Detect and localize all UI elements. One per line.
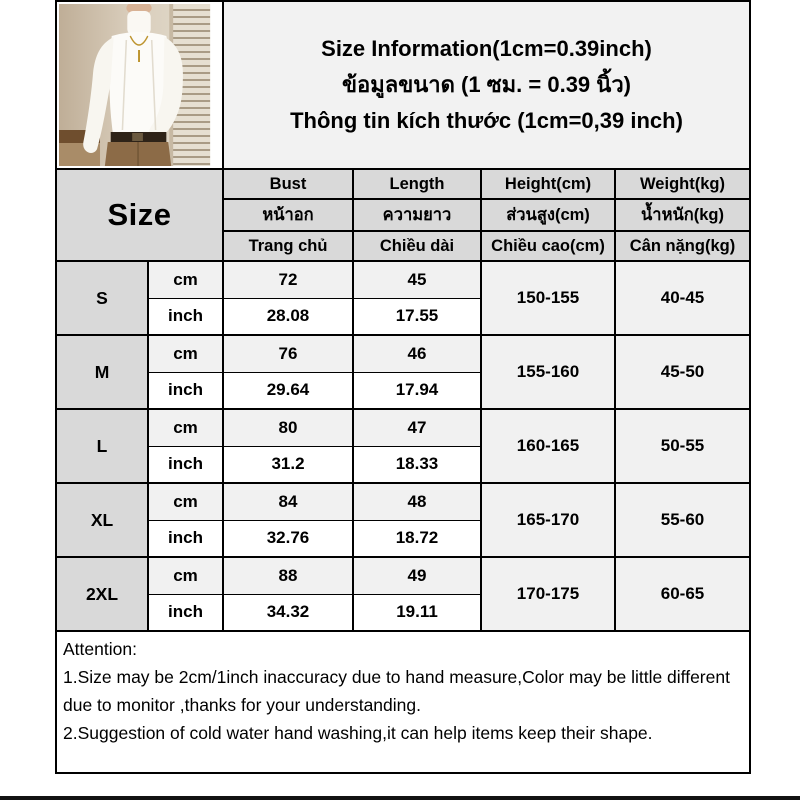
weight-value: 55-60	[614, 482, 751, 558]
col-header-bust-en: Bust	[222, 168, 354, 200]
table-row: L cm 80 47 160-165 50-55	[55, 408, 751, 484]
attention-note-2: 2.Suggestion of cold water hand washing,…	[63, 723, 653, 743]
size-label-2xl: 2XL	[55, 556, 149, 632]
height-value: 170-175	[480, 556, 616, 632]
length-inch-value: 17.94	[352, 371, 482, 410]
table-row: XL cm 84 48 165-170 55-60	[55, 482, 751, 558]
unit-label-cm: cm	[147, 482, 224, 521]
bust-cm-value: 76	[222, 334, 354, 373]
table-row: 2XL cm 88 49 170-175 60-65	[55, 556, 751, 632]
product-photo	[55, 0, 224, 170]
title-line-en: Size Information(1cm=0.39inch)	[321, 36, 652, 61]
unit-label-cm: cm	[147, 408, 224, 447]
length-cm-value: 45	[352, 260, 482, 299]
col-header-length-th: ความยาว	[352, 198, 482, 232]
table-row: S cm 72 45 150-155 40-45	[55, 260, 751, 336]
length-inch-value: 18.72	[352, 519, 482, 558]
bust-inch-value: 34.32	[222, 593, 354, 632]
unit-label-cm: cm	[147, 260, 224, 299]
col-header-weight-vi: Cân nặng(kg)	[614, 230, 751, 262]
length-inch-value: 18.33	[352, 445, 482, 484]
title-line-th: ข้อมูลขนาด (1 ซม. = 0.39 นิ้ว)	[341, 72, 631, 97]
height-value: 155-160	[480, 334, 616, 410]
height-value: 150-155	[480, 260, 616, 336]
attention-note-1: 1.Size may be 2cm/1inch inaccuracy due t…	[63, 667, 730, 715]
col-header-height-en: Height(cm)	[480, 168, 616, 200]
size-label-l: L	[55, 408, 149, 484]
col-header-weight-en: Weight(kg)	[614, 168, 751, 200]
bust-cm-value: 80	[222, 408, 354, 447]
size-table: Size Information(1cm=0.39inch) ข้อมูลขนา…	[55, 0, 751, 774]
bust-inch-value: 31.2	[222, 445, 354, 484]
col-header-bust-vi: Trang chủ	[222, 230, 354, 262]
bust-cm-value: 72	[222, 260, 354, 299]
col-header-length-en: Length	[352, 168, 482, 200]
table-row: inch 34.32 19.11	[56, 593, 750, 632]
weight-value: 45-50	[614, 334, 751, 410]
size-label-s: S	[55, 260, 149, 336]
unit-label-inch: inch	[147, 593, 224, 632]
length-inch-value: 19.11	[352, 593, 482, 632]
length-cm-value: 47	[352, 408, 482, 447]
length-inch-value: 17.55	[352, 297, 482, 336]
product-photo-illustration	[59, 4, 220, 166]
size-label-xl: XL	[55, 482, 149, 558]
unit-label-cm: cm	[147, 334, 224, 373]
height-value: 165-170	[480, 482, 616, 558]
col-header-weight-th: น้ำหนัก(kg)	[614, 198, 751, 232]
bottom-divider	[0, 796, 800, 800]
col-header-bust-th: หน้าอก	[222, 198, 354, 232]
size-label-m: M	[55, 334, 149, 410]
bust-inch-value: 29.64	[222, 371, 354, 410]
weight-value: 40-45	[614, 260, 751, 336]
size-info-title: Size Information(1cm=0.39inch) ข้อมูลขนา…	[222, 0, 751, 170]
height-value: 160-165	[480, 408, 616, 484]
unit-label-cm: cm	[147, 556, 224, 595]
length-cm-value: 46	[352, 334, 482, 373]
table-row: inch 32.76 18.72	[56, 519, 750, 558]
table-row: inch 28.08 17.55	[56, 297, 750, 336]
weight-value: 50-55	[614, 408, 751, 484]
col-header-length-vi: Chiều dài	[352, 230, 482, 262]
size-column-header: Size	[55, 168, 224, 262]
bust-cm-value: 88	[222, 556, 354, 595]
weight-value: 60-65	[614, 556, 751, 632]
unit-label-inch: inch	[147, 519, 224, 558]
bust-cm-value: 84	[222, 482, 354, 521]
table-row: inch 31.2 18.33	[56, 445, 750, 484]
bust-inch-value: 32.76	[222, 519, 354, 558]
unit-label-inch: inch	[147, 297, 224, 336]
unit-label-inch: inch	[147, 371, 224, 410]
col-header-height-vi: Chiều cao(cm)	[480, 230, 616, 262]
attention-notes: Attention: 1.Size may be 2cm/1inch inacc…	[55, 630, 751, 774]
length-cm-value: 48	[352, 482, 482, 521]
title-line-vi: Thông tin kích thước (1cm=0,39 inch)	[290, 108, 683, 133]
table-row: M cm 76 46 155-160 45-50	[55, 334, 751, 410]
col-header-height-th: ส่วนสูง(cm)	[480, 198, 616, 232]
attention-heading: Attention:	[63, 639, 137, 659]
bust-inch-value: 28.08	[222, 297, 354, 336]
length-cm-value: 49	[352, 556, 482, 595]
table-row: inch 29.64 17.94	[56, 371, 750, 410]
unit-label-inch: inch	[147, 445, 224, 484]
